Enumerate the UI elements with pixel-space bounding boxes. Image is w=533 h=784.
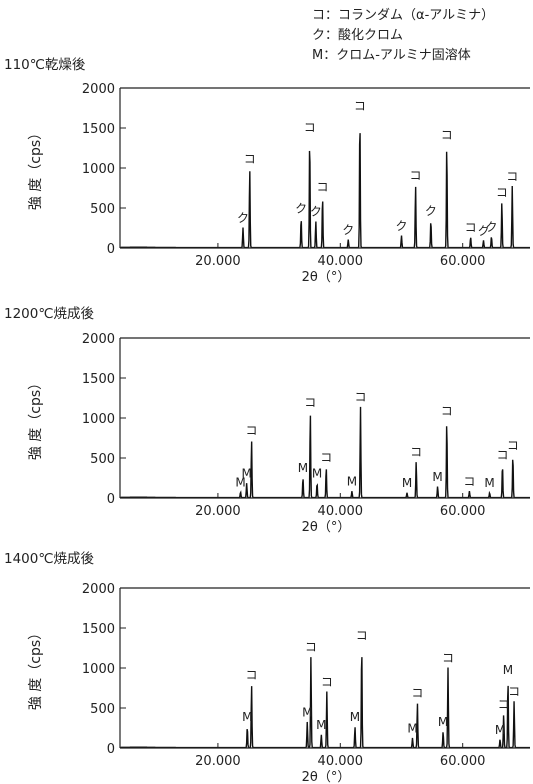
x-tick-label: 40.000 [318,254,364,269]
peak-label: コ [305,640,317,654]
peak-label: M [312,467,322,481]
x-tick-label: 20.000 [195,504,241,519]
y-tick-label: 0 [107,492,115,507]
y-tick-label: 1500 [82,372,115,387]
legend-item-chromium-oxide: ク：酸化クロム [312,28,404,43]
y-tick-label: 1500 [82,622,115,637]
x-tick-label: 20.000 [195,754,241,769]
x-tick-label: 60.000 [440,504,486,519]
peak-label: コ [356,629,368,643]
peak-label: ク [237,211,249,225]
panel-title-1400: 1400℃焼成後 [4,551,95,567]
peak-label: コ [244,152,256,166]
peak-label: コ [506,169,518,183]
peak-label: コ [321,675,333,689]
y-tick-label: 500 [90,702,115,717]
x-axis-label: 2θ（°） [302,270,351,285]
peak-label: コ [496,185,508,199]
peak-label: M [241,467,251,481]
peak-label: M [350,710,360,724]
x-axis-label: 2θ（°） [302,770,351,784]
y-tick-label: 2000 [82,82,115,97]
y-tick-label: 0 [107,742,115,757]
peak-label: M [347,475,357,489]
peak-label: M [316,718,326,732]
y-tick-label: 2000 [82,332,115,347]
x-tick-label: 40.000 [318,504,364,519]
peak-label: M [298,461,308,475]
peak-label: ク [395,219,407,233]
y-axis-label: 強 度（cps） [28,626,44,710]
peak-label: コ [463,475,475,489]
y-axis-label: 強 度（cps） [28,376,44,460]
peak-label: M [402,476,412,490]
legend-item-corundum: コ：コランダム（α-アルミナ） [312,8,495,23]
peak-label: コ [304,121,316,135]
peak-label: コ [508,685,520,699]
peak-label: コ [246,668,258,682]
peak-label: M [503,663,513,677]
peak-label: コ [442,651,454,665]
legend-item-solid-solution: M：クロム-アルミナ固溶体 [312,48,471,63]
xrd-chart-1400: 0 500 1000 1500 2000 20.000 40.000 60.000 2θ（°） 強… [28,582,530,784]
peak-label: コ [411,686,423,700]
peak-label: コ [410,169,422,183]
legend: コ：コランダム（α-アルミナ） ク：酸化クロム M：クロム-アルミナ固溶体 [312,6,494,66]
panel-title-1200: 1200℃焼成後 [4,306,95,322]
xrd-chart-110: 0 500 1000 1500 2000 20.000 40.000 60.000 2θ（°） 強… [28,82,530,285]
y-tick-label: 1000 [82,162,115,177]
peak-label: コ [317,180,329,194]
peak-label: ク [477,224,489,238]
y-tick-label: 500 [90,202,115,217]
peak-label: M [235,475,245,489]
y-tick-label: 1000 [82,662,115,677]
peak-label: M [432,470,442,484]
y-tick-label: 1500 [82,122,115,137]
peak-label: M [302,705,312,719]
x-tick-label: 60.000 [440,754,486,769]
peak-label: M [407,721,417,735]
peak-label: コ [354,99,366,113]
peak-label: M [484,476,494,490]
xrd-chart-1200: 0 500 1000 1500 2000 20.000 40.000 60.000 2θ（°） 強… [28,332,530,535]
peak-label: M [495,723,505,737]
peak-label: コ [441,404,453,418]
peak-label: コ [441,128,453,142]
x-tick-label: 40.000 [318,754,364,769]
peak-label: ク [310,205,322,219]
peak-label: ク [342,223,354,237]
diffraction-line [120,657,530,749]
peak-label: コ [354,390,366,404]
y-tick-label: 1000 [82,412,115,427]
x-axis-label: 2θ（°） [302,520,351,535]
x-tick-label: 20.000 [195,254,241,269]
peak-label: コ [465,221,477,235]
y-axis-label: 強 度（cps） [28,126,44,210]
peak-label: コ [498,697,510,711]
peak-label: M [242,710,252,724]
peak-label: ク [485,220,497,234]
peak-label: M [438,715,448,729]
peak-label: コ [246,423,258,437]
y-tick-label: 500 [90,452,115,467]
peak-label: コ [507,439,519,453]
y-tick-label: 0 [107,242,115,257]
y-tick-label: 2000 [82,582,115,597]
peak-label: コ [320,451,332,465]
peak-label: ク [295,201,307,215]
panel-title-110: 110℃乾燥後 [4,57,86,73]
peak-label: コ [304,395,316,409]
peak-label: ク [425,204,437,218]
x-tick-label: 60.000 [440,254,486,269]
peak-label: コ [410,445,422,459]
peak-label: コ [496,448,508,462]
